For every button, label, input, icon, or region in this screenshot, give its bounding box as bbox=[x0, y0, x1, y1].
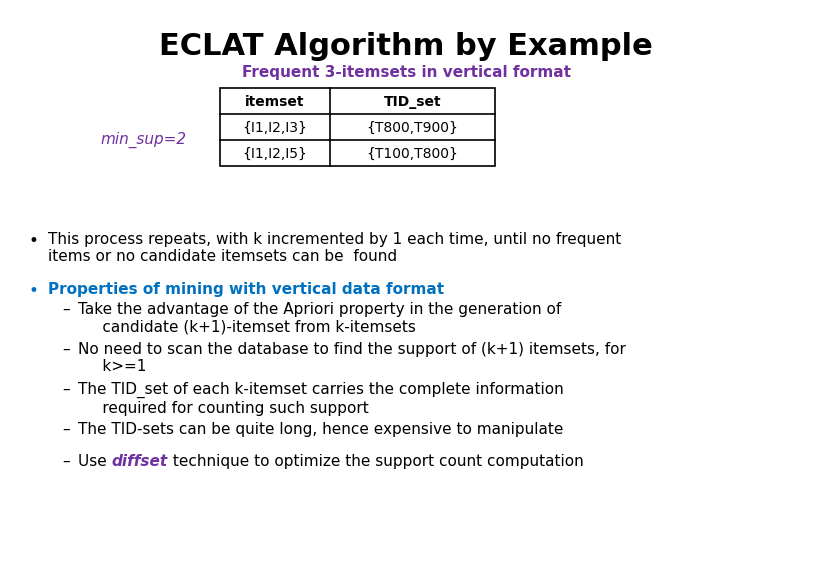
Text: –: – bbox=[62, 382, 70, 397]
Text: TID_set: TID_set bbox=[384, 95, 441, 109]
Text: –: – bbox=[62, 454, 70, 469]
Text: •: • bbox=[28, 282, 38, 300]
Text: This process repeats, with k incremented by 1 each time, until no frequent
items: This process repeats, with k incremented… bbox=[48, 232, 621, 264]
Bar bbox=[220, 88, 495, 166]
Text: diffset: diffset bbox=[111, 454, 167, 469]
Text: Take the advantage of the Apriori property in the generation of
     candidate (: Take the advantage of the Apriori proper… bbox=[78, 302, 561, 335]
Text: itemset: itemset bbox=[246, 95, 305, 109]
Text: ECLAT Algorithm by Example: ECLAT Algorithm by Example bbox=[159, 32, 653, 61]
Text: {I1,I2,I3}: {I1,I2,I3} bbox=[242, 121, 307, 135]
Text: •: • bbox=[28, 232, 38, 250]
Text: {I1,I2,I5}: {I1,I2,I5} bbox=[242, 147, 307, 161]
Text: Properties of mining with vertical data format: Properties of mining with vertical data … bbox=[48, 282, 444, 297]
Text: The TID_set of each k-itemset carries the complete information
     required for: The TID_set of each k-itemset carries th… bbox=[78, 382, 563, 415]
Text: –: – bbox=[62, 422, 70, 437]
Text: technique to optimize the support count computation: technique to optimize the support count … bbox=[167, 454, 584, 469]
Text: Use: Use bbox=[78, 454, 111, 469]
Text: min_sup=2: min_sup=2 bbox=[100, 132, 186, 148]
Text: –: – bbox=[62, 302, 70, 317]
Text: No need to scan the database to find the support of (k+1) itemsets, for
     k>=: No need to scan the database to find the… bbox=[78, 342, 626, 374]
Text: {T100,T800}: {T100,T800} bbox=[367, 147, 459, 161]
Text: The TID-sets can be quite long, hence expensive to manipulate: The TID-sets can be quite long, hence ex… bbox=[78, 422, 563, 437]
Text: –: – bbox=[62, 342, 70, 357]
Text: {T800,T900}: {T800,T900} bbox=[367, 121, 459, 135]
Text: Frequent 3-itemsets in vertical format: Frequent 3-itemsets in vertical format bbox=[241, 65, 571, 80]
